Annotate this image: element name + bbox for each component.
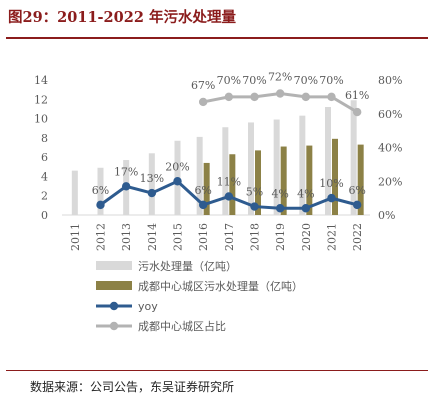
share-data-label: 70% <box>217 74 241 87</box>
bar-total <box>148 153 155 215</box>
share-point <box>301 92 311 102</box>
x-tick-label: 2018 <box>249 223 262 251</box>
bar-chengdu <box>203 162 210 215</box>
x-tick-label: 2015 <box>172 223 185 251</box>
legend-label: yoy <box>138 300 158 313</box>
left-tick-label: 4 <box>41 170 48 183</box>
legend-swatch-marker <box>109 301 119 311</box>
bar-total <box>97 167 104 215</box>
legend-label: 成都中心城区占比 <box>138 319 226 333</box>
left-tick-label: 10 <box>34 113 48 126</box>
legend-swatch <box>96 281 132 290</box>
chart-title: 图29：2011-2022 年污水处理量 <box>8 9 236 26</box>
bar-total <box>299 115 306 215</box>
bar-total <box>350 100 357 215</box>
share-point <box>352 107 362 117</box>
share-point <box>250 92 259 102</box>
yoy-point <box>147 188 157 198</box>
right-tick-label: 20% <box>378 175 402 188</box>
x-tick-label: 2019 <box>274 223 287 251</box>
share-data-label: 70% <box>242 74 266 87</box>
x-tick-label: 2017 <box>223 223 236 251</box>
yoy-point <box>301 204 311 213</box>
x-tick-label: 2011 <box>69 223 82 251</box>
share-data-label: 67% <box>191 79 215 92</box>
bars-layer <box>71 100 364 215</box>
x-tick-label: 2021 <box>326 223 339 251</box>
right-tick-label: 0% <box>378 209 395 222</box>
legend: 污水处理量（亿吨） 成都中心城区污水处理量（亿吨） yoy 成都中心城区占比 <box>96 260 303 333</box>
share-point <box>198 97 208 107</box>
yoy-data-label: 4% <box>271 187 288 200</box>
share-data-label: 61% <box>345 89 369 102</box>
title-divider <box>6 37 428 39</box>
legend-label: 成都中心城区污水处理量（亿吨） <box>138 280 303 293</box>
x-tick-label: 2022 <box>351 223 364 251</box>
yoy-data-label: 5% <box>246 186 263 199</box>
yoy-point <box>224 192 234 201</box>
bar-total <box>325 107 331 215</box>
right-tick-label: 80% <box>378 74 402 87</box>
lines-layer: 6%17%13%20%6%11%5% 4% 4%10%6%67% 70% 70% 72% 7… <box>92 71 369 213</box>
yoy-data-label: 6% <box>348 184 365 197</box>
bar-chengdu <box>357 144 364 215</box>
left-tick-label: 0 <box>41 209 48 222</box>
bar-chengdu <box>332 138 338 215</box>
share-data-label: 72% <box>268 71 292 84</box>
yoy-data-label: 13% <box>140 172 164 185</box>
x-tick-label: 2020 <box>300 223 313 251</box>
left-tick-label: 8 <box>41 132 48 145</box>
yoy-data-label: 6% <box>194 184 211 197</box>
right-axis: 0% 20% 40% 60% 80% <box>378 74 402 222</box>
yoy-data-label: 6% <box>92 184 109 197</box>
share-point <box>224 92 234 102</box>
x-tick-label: 2012 <box>95 223 108 251</box>
bar-chengdu <box>280 146 287 215</box>
bar-chengdu <box>306 145 313 215</box>
yoy-data-label: 11% <box>217 175 241 188</box>
yoy-point <box>198 200 208 210</box>
yoy-data-label: 4% <box>297 187 314 200</box>
x-tick-label: 2013 <box>120 223 133 251</box>
right-tick-label: 40% <box>378 142 402 155</box>
yoy-point <box>327 193 336 203</box>
bar-total <box>248 122 254 215</box>
x-tick-label: 2016 <box>197 223 210 251</box>
bar-chengdu <box>255 150 261 215</box>
bar-total <box>273 119 280 215</box>
data-source: 数据来源：公司公告，东吴证券研究所 <box>30 380 235 394</box>
yoy-point <box>352 200 362 210</box>
left-tick-label: 6 <box>41 151 48 164</box>
share-point <box>327 92 336 102</box>
yoy-data-label: 10% <box>319 177 343 190</box>
bar-total <box>222 127 229 215</box>
left-axis: 0 2 4 6 8 10 12 14 <box>34 74 48 222</box>
yoy-point <box>121 182 131 191</box>
right-tick-label: 60% <box>378 108 402 121</box>
yoy-point <box>173 177 182 186</box>
yoy-point <box>250 202 259 211</box>
left-tick-label: 2 <box>41 190 48 203</box>
yoy-point <box>275 204 285 213</box>
legend-swatch <box>96 261 132 270</box>
footer-divider <box>6 370 428 371</box>
bar-total <box>71 170 78 215</box>
bar-total <box>196 136 203 215</box>
x-tick-label: 2014 <box>146 223 159 251</box>
share-point <box>275 89 285 98</box>
left-tick-label: 14 <box>34 74 48 87</box>
yoy-data-label: 17% <box>114 165 138 178</box>
bar-chengdu <box>229 154 236 215</box>
legend-swatch-marker <box>109 321 119 331</box>
x-axis: 2011 2012 2013 2014 2015 2016 2017 2018 2019 2020… <box>69 223 364 251</box>
share-data-label: 70% <box>319 74 343 87</box>
share-data-label: 70% <box>294 74 318 87</box>
left-tick-label: 12 <box>34 93 48 106</box>
yoy-point <box>96 200 105 210</box>
yoy-data-label: 20% <box>165 160 189 173</box>
legend-label: 污水处理量（亿吨） <box>138 260 237 273</box>
